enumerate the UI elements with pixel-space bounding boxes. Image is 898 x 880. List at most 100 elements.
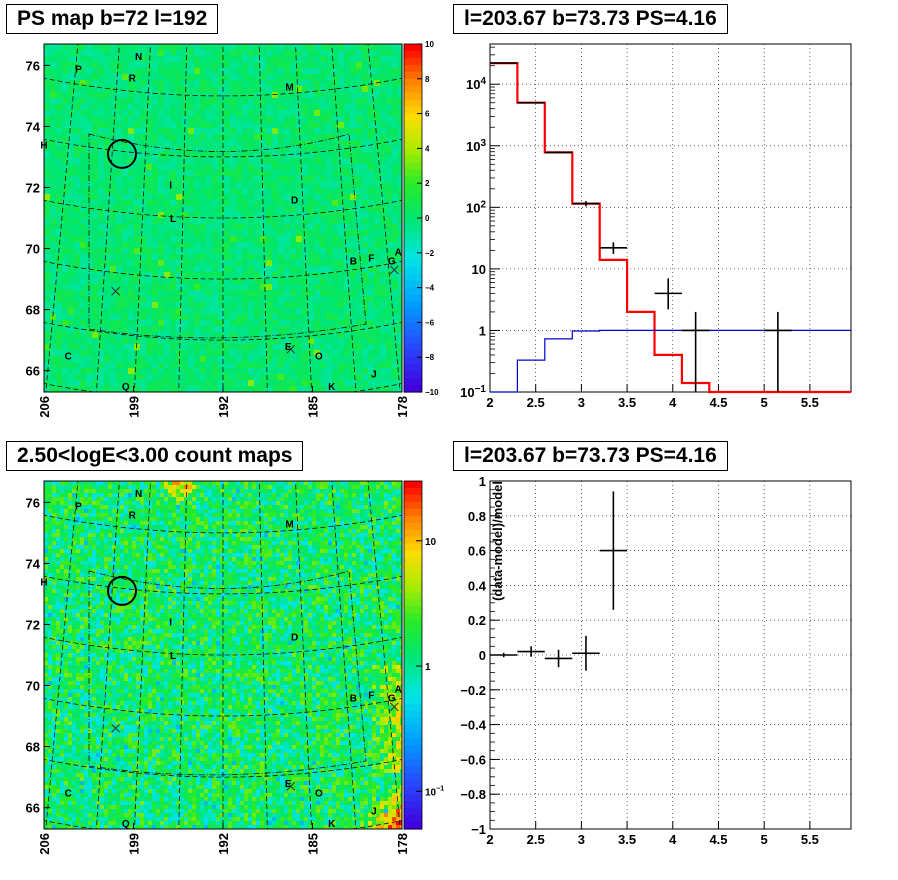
map-pixel [290,206,296,212]
map-pixel [224,158,230,164]
map-pixel [302,116,308,122]
map-pixel [344,56,350,62]
map-pixel [80,194,86,200]
map-pixel [352,517,356,521]
map-pixel [326,104,332,110]
map-pixel [292,513,296,517]
map-pixel [188,525,192,529]
map-pixel [266,290,272,296]
map-pixel [80,380,86,386]
map-pixel [200,302,206,308]
map-pixel [320,296,326,302]
map-pixel [62,290,68,296]
map-pixel [248,248,254,254]
map-pixel [284,200,290,206]
map-pixel [194,200,200,206]
map-pixel [344,104,350,110]
y-tick-label: 10−1 [460,384,486,400]
map-pixel [104,505,108,509]
map-pixel [152,134,158,140]
map-pixel [324,529,328,533]
map-pixel [356,236,362,242]
map-pixel [320,134,326,140]
map-pixel [80,50,86,56]
map-pixel [232,509,236,513]
map-pixel [48,509,52,513]
map-pixel [122,206,128,212]
map-pixel [244,501,248,505]
map-pixel [188,344,194,350]
map-pixel [116,194,122,200]
map-pixel [384,525,388,529]
map-pixel [374,254,380,260]
map-pixel [212,517,216,521]
map-pixel [392,116,398,122]
map-pixel [98,140,104,146]
map-pixel [326,194,332,200]
map-pixel [380,80,386,86]
map-pixel [182,272,188,278]
map-pixel [110,344,116,350]
map-pixel [332,350,338,356]
map-pixel [264,485,268,489]
map-pixel [392,200,398,206]
map-pixel [296,481,300,485]
map-pixel [380,122,386,128]
map-pixel [320,128,326,134]
map-pixel [110,236,116,242]
map-pixel [200,344,206,350]
map-pixel [74,278,80,284]
map-pixel [260,368,266,374]
map-pixel [236,521,240,525]
map-pixel [230,68,236,74]
map-pixel [362,272,368,278]
map-pixel [104,248,110,254]
map-pixel [344,362,350,368]
map-pixel [194,134,200,140]
map-pixel [74,284,80,290]
map-pixel [208,513,212,517]
map-pixel [266,152,272,158]
map-pixel [136,513,140,517]
map-pixel [50,170,56,176]
map-pixel [248,266,254,272]
map-pixel [320,260,326,266]
map-pixel [272,242,278,248]
map-pixel [104,380,110,386]
map-pixel [230,116,236,122]
map-pixel [360,501,364,505]
map-pixel [398,368,404,374]
map-pixel [80,224,86,230]
map-pixel [52,517,56,521]
map-pixel [304,501,308,505]
map-pixel [194,272,200,278]
map-pixel [116,116,122,122]
map-pixel [172,521,176,525]
map-pixel [194,362,200,368]
map-pixel [200,212,206,218]
map-pixel [122,230,128,236]
map-pixel [272,50,278,56]
map-pixel [344,98,350,104]
map-pixel [320,308,326,314]
map-pixel [134,302,140,308]
map-pixel [176,50,182,56]
map-pixel [380,308,386,314]
map-pixel [384,493,388,497]
map-pixel [104,104,110,110]
map-pixel [236,386,242,392]
colorbar-segment [404,364,422,372]
map-pixel [212,224,218,230]
map-pixel [92,533,96,537]
map-pixel [314,368,320,374]
map-pixel [228,509,232,513]
map-pixel [196,525,200,529]
map-pixel [164,236,170,242]
map-pixel [236,62,242,68]
map-pixel [266,80,272,86]
map-pixel [44,356,50,362]
map-pixel [344,497,348,501]
map-pixel [236,493,240,497]
map-pixel [188,493,192,497]
map-pixel [56,290,62,296]
